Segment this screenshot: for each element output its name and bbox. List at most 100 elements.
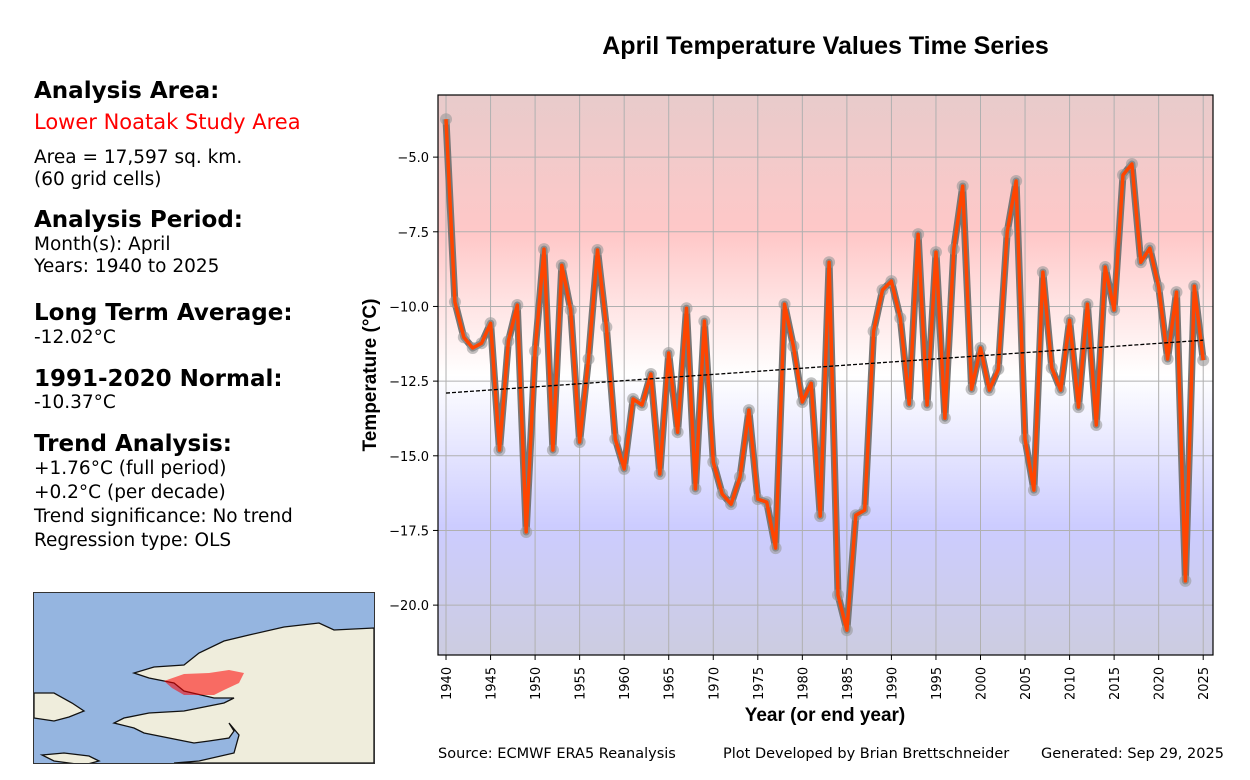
normal-heading: 1991-2020 Normal:	[34, 366, 283, 392]
data-point	[1090, 419, 1103, 432]
data-point	[618, 462, 631, 475]
area-heading: Analysis Area:	[34, 78, 220, 104]
data-point	[1134, 256, 1147, 269]
data-point	[1010, 175, 1023, 188]
x-tick-label: 1985	[841, 667, 856, 700]
data-point	[529, 344, 542, 357]
plot-frame	[437, 94, 1214, 656]
data-point	[573, 436, 586, 449]
data-point	[520, 525, 533, 538]
data-point	[912, 228, 925, 241]
data-point	[457, 331, 470, 344]
period-heading: Analysis Period:	[34, 207, 243, 233]
data-point	[1161, 353, 1174, 366]
data-point	[1054, 384, 1067, 397]
trend-line	[445, 339, 1204, 394]
data-point	[591, 244, 604, 257]
x-tick-label: 1940	[440, 667, 455, 700]
area-size: Area = 17,597 sq. km.	[34, 147, 243, 168]
data-point	[1019, 433, 1032, 446]
x-tick-label: 2015	[1108, 667, 1123, 700]
data-point	[493, 444, 506, 457]
y-tick-label: −20.0	[389, 599, 429, 614]
x-tick-label: 2025	[1197, 667, 1212, 700]
data-point	[1170, 286, 1183, 299]
normal-value: -10.37°C	[34, 392, 116, 413]
data-point	[796, 396, 809, 409]
data-point	[671, 426, 684, 439]
area-name: Lower Noatak Study Area	[34, 110, 301, 134]
plot-background	[438, 95, 1213, 655]
data-point	[555, 259, 568, 272]
x-tick-label: 1965	[663, 667, 678, 700]
y-tick-label: −15.0	[389, 450, 429, 465]
y-tick-label: −12.5	[389, 375, 429, 390]
footer-source: Source: ECMWF ERA5 Reanalysis	[438, 746, 676, 762]
island	[39, 752, 101, 763]
chart-title: April Temperature Values Time Series	[602, 32, 1049, 60]
mainland	[112, 622, 374, 763]
data-point	[1125, 157, 1138, 170]
data-point	[725, 498, 738, 511]
data-point	[903, 398, 916, 411]
data-point	[1063, 314, 1076, 327]
footer-generated: Generated: Sep 29, 2025	[1041, 746, 1224, 762]
data-point	[867, 325, 880, 338]
data-point	[840, 624, 853, 637]
trend-significance: Trend significance: No trend	[34, 506, 293, 527]
y-tick-label: −7.5	[397, 226, 429, 241]
data-point	[1152, 281, 1165, 294]
data-point	[546, 444, 559, 457]
x-tick-label: 1960	[618, 667, 633, 700]
y-tick-label: −5.0	[397, 151, 429, 166]
y-tick-label: −10.0	[389, 300, 429, 315]
data-point	[1143, 242, 1156, 255]
data-point	[1108, 304, 1121, 317]
data-point	[831, 588, 844, 601]
x-tick-label: 2000	[975, 667, 990, 700]
x-tick-label: 1950	[529, 667, 544, 700]
regression-type: Regression type: OLS	[34, 530, 232, 551]
data-point	[707, 456, 720, 469]
lta-heading: Long Term Average:	[34, 300, 293, 326]
data-point	[823, 256, 836, 269]
data-point	[858, 504, 871, 517]
trend-heading: Trend Analysis:	[34, 431, 232, 457]
data-point	[742, 404, 755, 417]
data-point	[466, 341, 479, 354]
data-point	[689, 482, 702, 495]
data-point	[1188, 280, 1201, 293]
data-point	[876, 284, 889, 297]
x-tick-label: 2020	[1153, 667, 1168, 700]
data-point	[511, 298, 524, 311]
data-point	[787, 340, 800, 353]
data-point	[849, 509, 862, 522]
lta-value: -12.02°C	[34, 327, 116, 348]
data-point	[662, 347, 675, 360]
data-point	[885, 275, 898, 288]
data-point	[1081, 298, 1094, 311]
data-point	[929, 246, 942, 259]
data-point	[1099, 261, 1112, 274]
data-point	[1179, 574, 1192, 587]
data-point	[475, 337, 488, 350]
x-tick-label: 1990	[885, 667, 900, 700]
data-point	[716, 488, 729, 501]
data-point	[644, 367, 657, 380]
data-point	[992, 363, 1005, 376]
study-area	[164, 670, 244, 695]
x-tick-label: 1955	[574, 667, 589, 700]
data-point	[448, 295, 461, 308]
data-point	[600, 321, 613, 334]
x-tick-label: 1945	[485, 667, 500, 700]
x-tick-label: 1980	[796, 667, 811, 700]
data-point	[635, 399, 648, 412]
x-tick-label: 1995	[930, 667, 945, 700]
series-line-shadow	[442, 119, 1207, 634]
data-point	[778, 298, 791, 311]
data-point	[653, 468, 666, 481]
x-tick-label: 1970	[707, 667, 722, 700]
data-point	[1072, 401, 1085, 414]
data-point	[1197, 354, 1210, 367]
y-axis-label: Temperature (°C)	[360, 299, 381, 452]
